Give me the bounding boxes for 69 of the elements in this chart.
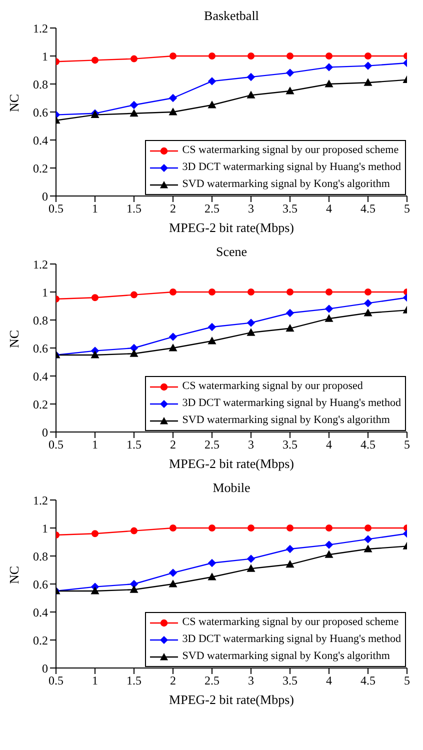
y-axis-title: NC bbox=[6, 330, 22, 348]
y-tick-label: 0.2 bbox=[33, 161, 48, 176]
x-tick-label: 3.5 bbox=[282, 202, 298, 216]
y-tick-label: 0.8 bbox=[33, 313, 48, 328]
y-tick-label: 0.8 bbox=[33, 549, 48, 564]
x-tick-label: 4 bbox=[326, 202, 332, 216]
legend-label: SVD watermarking signal by Kong's algorithm bbox=[182, 413, 390, 428]
legend-label: SVD watermarking signal by Kong's algorithm bbox=[182, 649, 390, 664]
chart-title: Basketball bbox=[204, 8, 259, 23]
legend-label: SVD watermarking signal by Kong's algorithm bbox=[182, 177, 390, 192]
x-axis-title: MPEG-2 bit rate(Mbps) bbox=[169, 220, 294, 235]
x-tick-label: 5 bbox=[404, 202, 410, 216]
y-tick-label: 0.4 bbox=[33, 133, 48, 148]
x-tick-label: 4.5 bbox=[360, 438, 376, 452]
y-tick-label: 0.2 bbox=[33, 397, 48, 412]
y-tick-label: 1 bbox=[42, 49, 48, 64]
y-tick-label: 0.2 bbox=[33, 633, 48, 648]
y-axis-title: NC bbox=[6, 566, 22, 584]
y-tick-label: 0.4 bbox=[33, 605, 48, 620]
legend-label: CS watermarking signal by our proposed scheme bbox=[182, 615, 399, 630]
x-tick-label: 2.5 bbox=[204, 202, 220, 216]
y-tick-label: 0.6 bbox=[33, 577, 48, 592]
chart-title: Mobile bbox=[212, 480, 250, 495]
y-tick-label: 0.6 bbox=[33, 105, 48, 120]
y-tick-label: 1.2 bbox=[33, 257, 48, 272]
y-tick-label: 0.4 bbox=[33, 369, 48, 384]
x-tick-label: 0.5 bbox=[48, 202, 64, 216]
x-tick-label: 4 bbox=[326, 674, 332, 688]
x-tick-label: 1.5 bbox=[126, 438, 142, 452]
legend-label: 3D DCT watermarking signal by Huang's method bbox=[182, 396, 401, 411]
y-tick-label: 1 bbox=[42, 521, 48, 536]
y-tick-label: 0 bbox=[42, 189, 48, 204]
x-tick-label: 3.5 bbox=[282, 674, 298, 688]
x-tick-label: 2 bbox=[170, 674, 176, 688]
y-tick-label: 1.2 bbox=[33, 21, 48, 36]
legend-label: CS watermarking signal by our proposed scheme bbox=[182, 143, 399, 158]
x-tick-label: 1 bbox=[92, 202, 98, 216]
y-axis-title: NC bbox=[6, 94, 22, 112]
legend-label: 3D DCT watermarking signal by Huang's method bbox=[182, 632, 401, 647]
legend-label: 3D DCT watermarking signal by Huang's method bbox=[182, 160, 401, 175]
x-tick-label: 3.5 bbox=[282, 438, 298, 452]
x-tick-label: 1 bbox=[92, 674, 98, 688]
x-tick-label: 2 bbox=[170, 438, 176, 452]
y-tick-label: 0.6 bbox=[33, 341, 48, 356]
legend-label: CS watermarking signal by our proposed bbox=[182, 379, 363, 394]
x-tick-label: 3 bbox=[248, 674, 254, 688]
x-tick-label: 2.5 bbox=[204, 438, 220, 452]
x-tick-label: 4.5 bbox=[360, 202, 376, 216]
x-tick-label: 1 bbox=[92, 438, 98, 452]
y-tick-label: 1 bbox=[42, 285, 48, 300]
x-tick-label: 3 bbox=[248, 202, 254, 216]
x-tick-label: 2 bbox=[170, 202, 176, 216]
x-tick-label: 4 bbox=[326, 438, 332, 452]
chart-title: Scene bbox=[216, 244, 248, 259]
x-tick-label: 1.5 bbox=[126, 202, 142, 216]
y-tick-label: 0.8 bbox=[33, 77, 48, 92]
x-tick-label: 4.5 bbox=[360, 674, 376, 688]
x-tick-label: 5 bbox=[404, 438, 410, 452]
y-tick-label: 1.2 bbox=[33, 493, 48, 508]
y-tick-label: 0 bbox=[42, 425, 48, 440]
x-axis-title: MPEG-2 bit rate(Mbps) bbox=[169, 692, 294, 707]
x-tick-label: 3 bbox=[248, 438, 254, 452]
y-tick-label: 0 bbox=[42, 661, 48, 676]
x-tick-label: 0.5 bbox=[48, 438, 64, 452]
x-tick-label: 5 bbox=[404, 674, 410, 688]
x-tick-label: 0.5 bbox=[48, 674, 64, 688]
x-tick-label: 2.5 bbox=[204, 674, 220, 688]
x-axis-title: MPEG-2 bit rate(Mbps) bbox=[169, 456, 294, 471]
x-tick-label: 1.5 bbox=[126, 674, 142, 688]
